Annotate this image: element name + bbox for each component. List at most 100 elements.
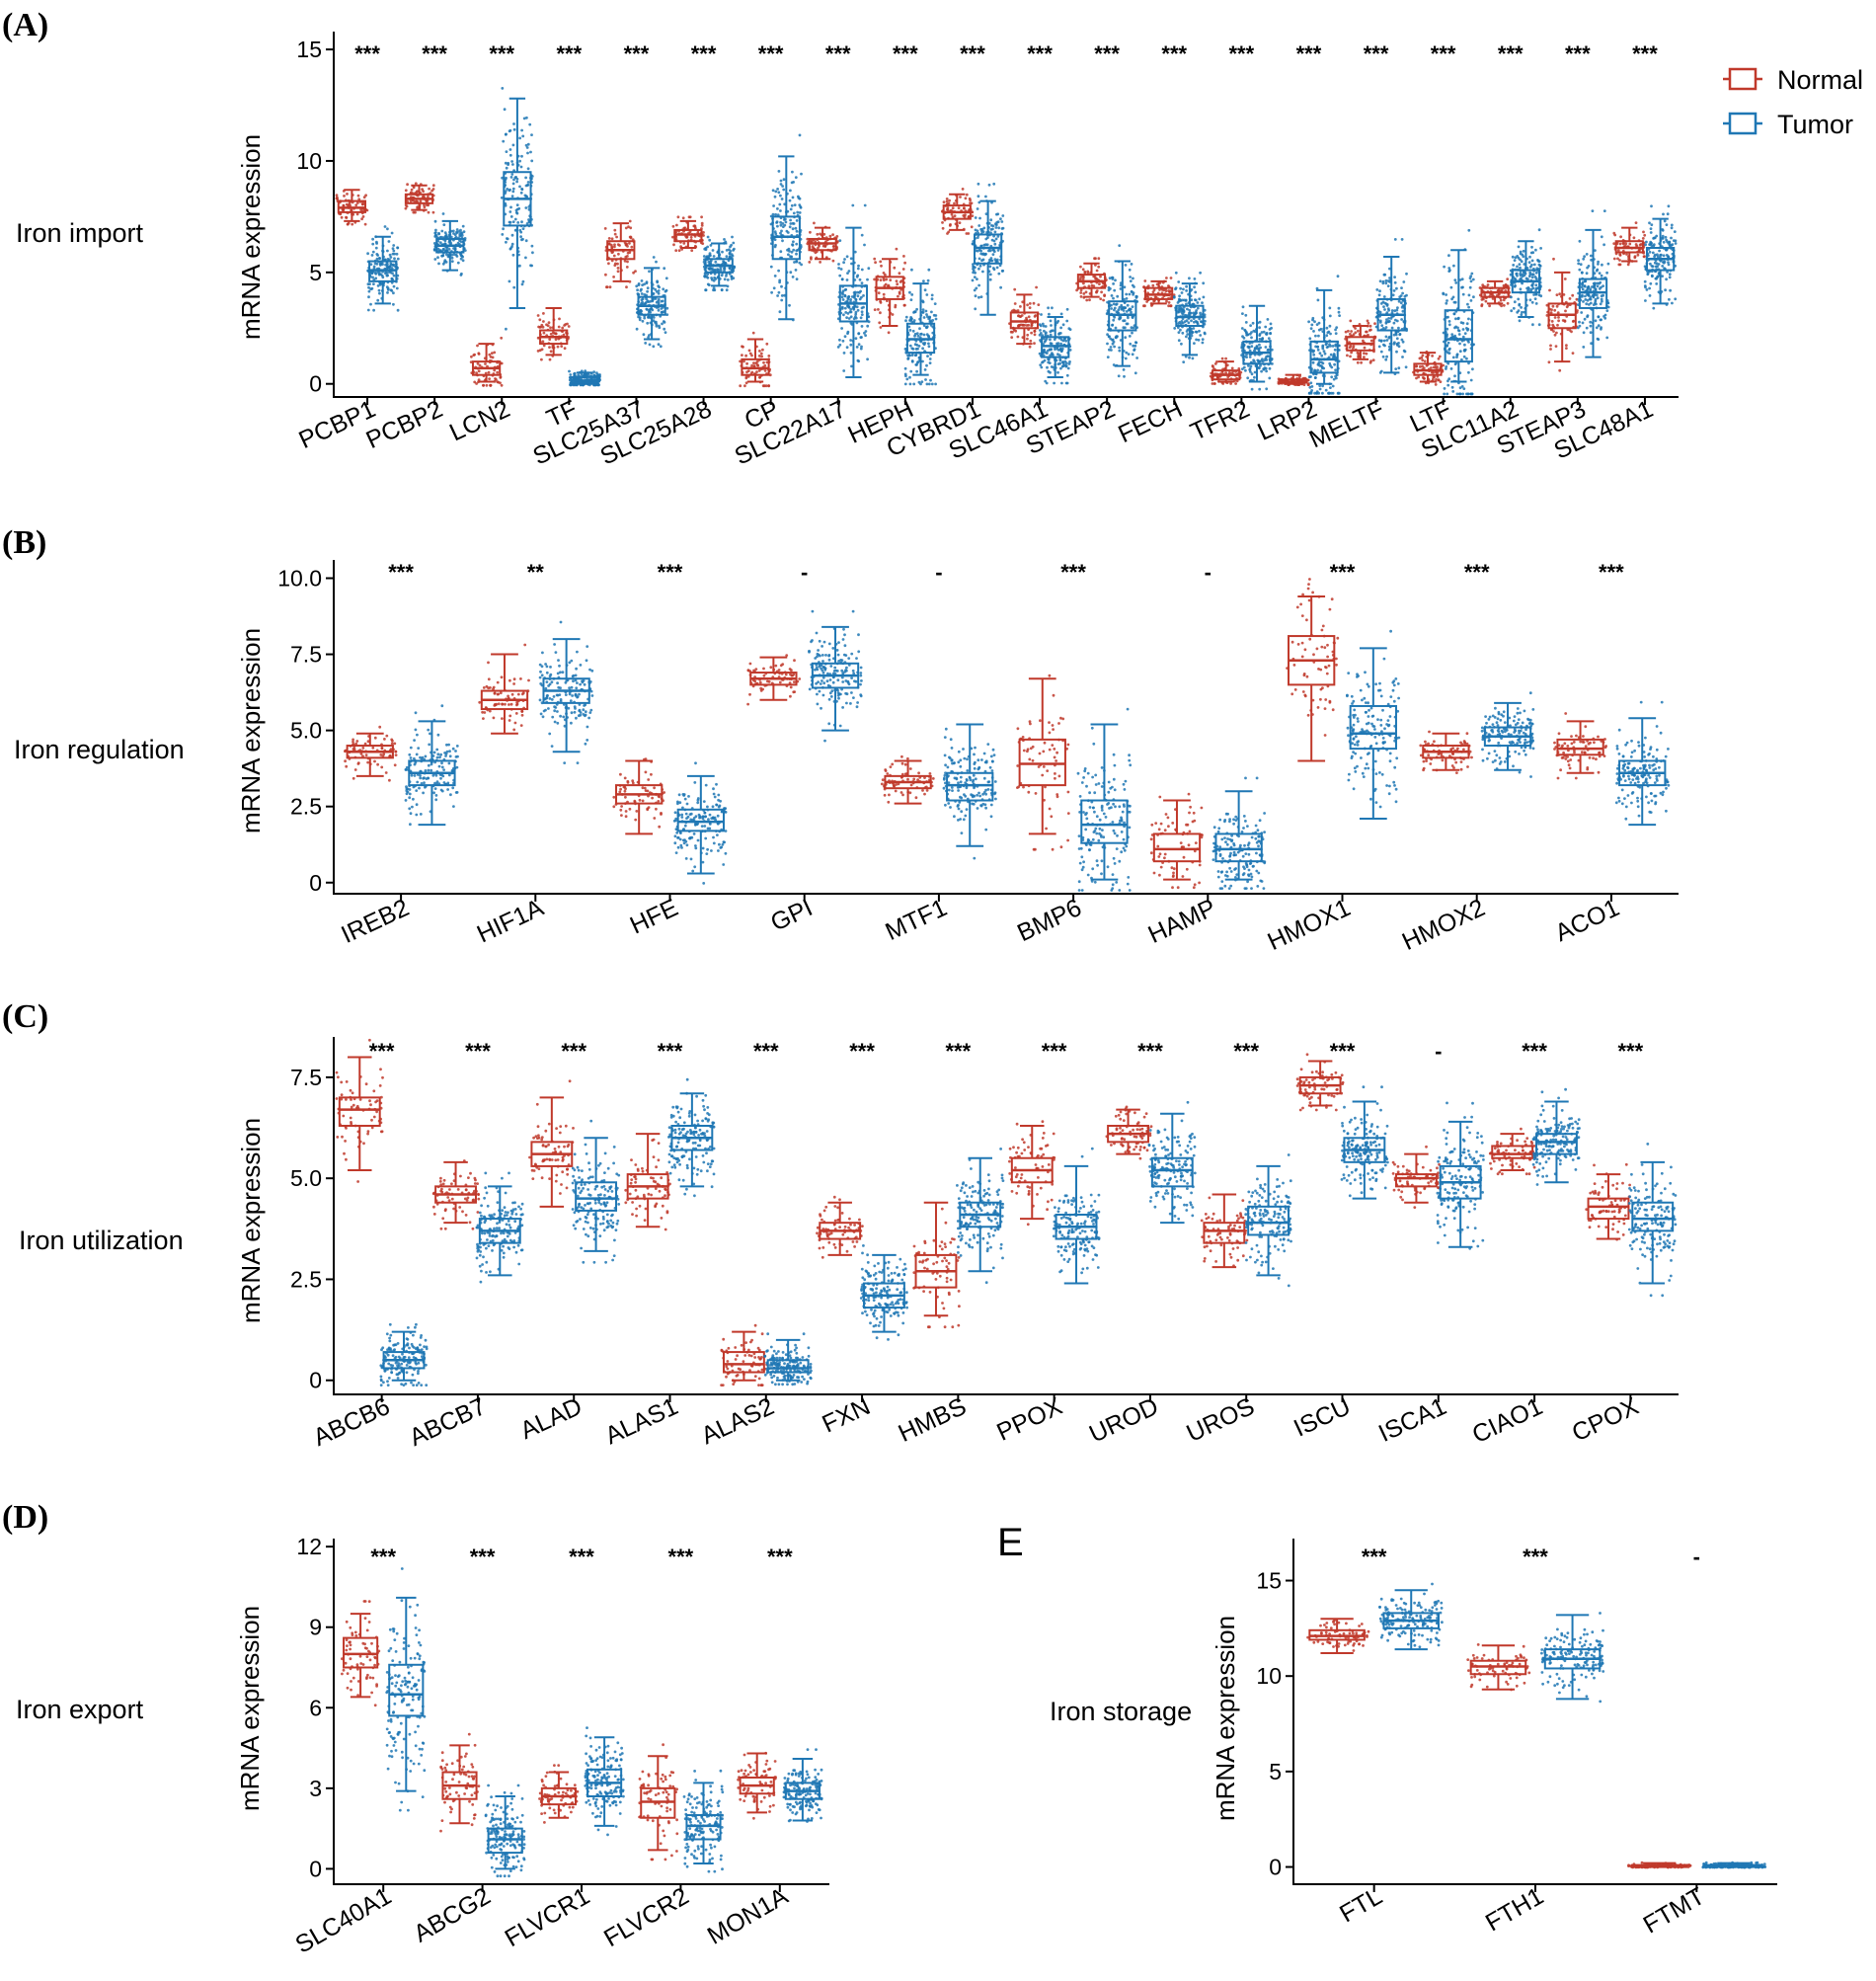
jitter-point bbox=[1378, 289, 1381, 293]
jitter-point bbox=[375, 242, 378, 245]
jitter-point bbox=[1240, 327, 1244, 330]
significance-label: *** bbox=[1632, 41, 1658, 66]
jitter-point bbox=[515, 211, 519, 215]
jitter-point bbox=[1454, 317, 1457, 321]
jitter-point bbox=[708, 238, 712, 242]
jitter-point bbox=[744, 376, 748, 380]
jitter-point bbox=[977, 195, 980, 198]
jitter-point bbox=[779, 179, 783, 183]
jitter-point bbox=[1309, 327, 1313, 330]
jitter-point bbox=[1330, 375, 1334, 379]
jitter-point bbox=[1400, 238, 1404, 241]
jitter-point bbox=[1656, 253, 1659, 257]
jitter-point bbox=[745, 361, 748, 365]
jitter-point bbox=[664, 331, 667, 334]
jitter-point bbox=[1244, 321, 1248, 324]
jitter-point bbox=[440, 254, 443, 258]
jitter-point bbox=[776, 294, 779, 297]
jitter-point bbox=[1349, 355, 1352, 358]
box-tumor bbox=[1105, 244, 1139, 378]
jitter-point bbox=[627, 225, 630, 229]
jitter-point bbox=[776, 207, 779, 210]
jitter-point bbox=[1517, 245, 1521, 249]
jitter-point bbox=[1394, 318, 1397, 322]
jitter-point bbox=[409, 199, 413, 203]
jitter-point bbox=[889, 278, 893, 281]
jitter-point bbox=[1666, 212, 1670, 216]
jitter-point bbox=[791, 243, 794, 247]
jitter-point bbox=[437, 231, 440, 235]
jitter-point bbox=[1196, 320, 1199, 324]
box-tumor bbox=[500, 87, 534, 331]
jitter-point bbox=[1079, 288, 1083, 292]
jitter-point bbox=[798, 203, 802, 207]
jitter-point bbox=[1589, 254, 1593, 258]
jitter-point bbox=[345, 764, 349, 768]
jitter-point bbox=[1167, 289, 1171, 292]
jitter-point bbox=[1423, 359, 1427, 363]
jitter-point bbox=[1269, 332, 1272, 335]
jitter-point bbox=[1622, 242, 1625, 246]
box-normal bbox=[739, 331, 772, 388]
jitter-point bbox=[1460, 285, 1463, 289]
jitter-point bbox=[1307, 391, 1311, 395]
jitter-point bbox=[915, 332, 919, 336]
jitter-point bbox=[607, 262, 610, 266]
jitter-point bbox=[1447, 348, 1451, 352]
jitter-point bbox=[1586, 314, 1590, 317]
jitter-point bbox=[1628, 242, 1632, 246]
jitter-point bbox=[773, 195, 777, 198]
jitter-point bbox=[362, 196, 366, 199]
jitter-point bbox=[985, 243, 989, 247]
jitter-point bbox=[512, 122, 515, 125]
jitter-point bbox=[605, 285, 608, 289]
jitter-point bbox=[1463, 332, 1467, 335]
jitter-point bbox=[934, 317, 938, 321]
jitter-point bbox=[909, 369, 913, 373]
jitter-point bbox=[973, 276, 977, 278]
jitter-point bbox=[391, 252, 395, 256]
jitter-point bbox=[1039, 363, 1043, 366]
jitter-point bbox=[928, 361, 932, 364]
jitter-point bbox=[1488, 304, 1491, 308]
y-tick-label: 5.0 bbox=[290, 718, 322, 744]
jitter-point bbox=[1468, 277, 1472, 279]
jitter-point bbox=[1461, 328, 1465, 331]
jitter-point bbox=[490, 352, 494, 356]
jitter-point bbox=[628, 219, 632, 223]
jitter-point bbox=[1265, 369, 1268, 373]
y-axis-title-b: mRNA expression bbox=[236, 628, 266, 833]
jitter-point bbox=[1329, 353, 1333, 357]
jitter-point bbox=[1328, 306, 1332, 310]
jitter-point bbox=[1326, 331, 1330, 335]
jitter-point bbox=[1337, 306, 1341, 310]
jitter-point bbox=[1122, 319, 1125, 323]
jitter-point bbox=[1484, 299, 1488, 303]
jitter-point bbox=[1530, 245, 1533, 249]
jitter-point bbox=[1195, 338, 1198, 342]
jitter-point bbox=[1522, 249, 1525, 253]
jitter-point bbox=[1143, 304, 1146, 308]
jitter-point bbox=[1512, 264, 1516, 267]
jitter-point bbox=[1421, 358, 1425, 362]
significance-label: *** bbox=[758, 41, 784, 66]
jitter-point bbox=[989, 218, 993, 222]
jitter-point bbox=[1385, 304, 1389, 307]
jitter-point bbox=[1324, 388, 1328, 392]
jitter-point bbox=[1518, 303, 1522, 307]
jitter-point bbox=[921, 299, 924, 303]
jitter-point bbox=[515, 177, 519, 181]
panel-letter-e: E bbox=[997, 1521, 1024, 1564]
jitter-point bbox=[655, 300, 659, 304]
jitter-point bbox=[819, 261, 821, 264]
jitter-point bbox=[1670, 244, 1673, 248]
jitter-point bbox=[1585, 272, 1589, 276]
jitter-point bbox=[1667, 263, 1671, 267]
jitter-point bbox=[1394, 367, 1398, 370]
jitter-point bbox=[706, 276, 710, 279]
jitter-point bbox=[1585, 326, 1589, 330]
jitter-point bbox=[988, 258, 991, 262]
jitter-point bbox=[915, 307, 918, 311]
jitter-point bbox=[925, 363, 928, 367]
jitter-point bbox=[1307, 383, 1310, 386]
